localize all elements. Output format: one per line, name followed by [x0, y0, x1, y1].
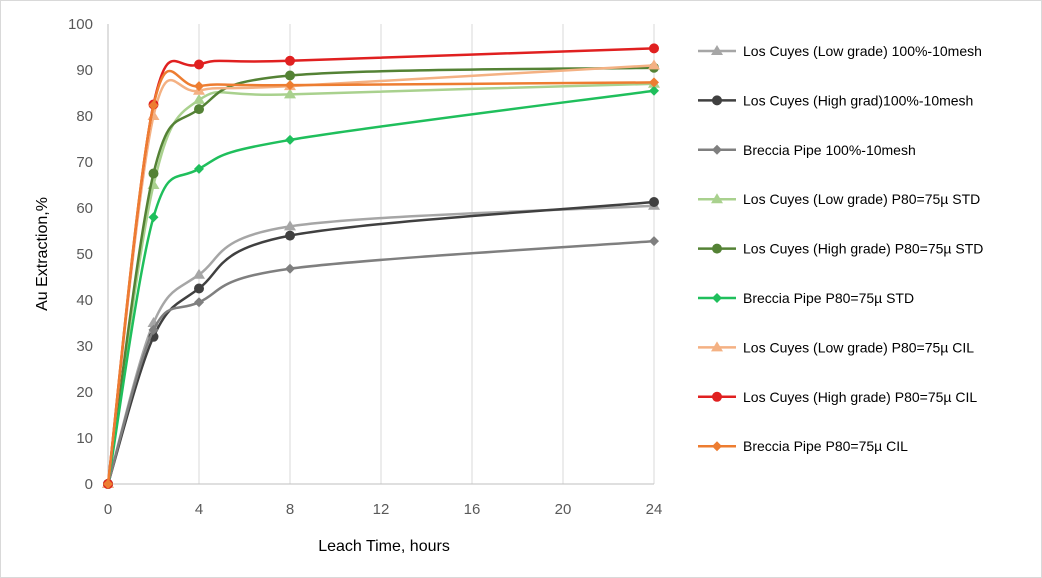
legend-label: Los Cuyes (Low grade) 100%-10mesh [743, 43, 982, 59]
series-line [106, 204, 655, 485]
data-point [147, 110, 160, 120]
y-tick-label: 100 [68, 16, 93, 33]
legend-marker [711, 193, 723, 204]
series-line [106, 89, 655, 485]
data-point [194, 297, 204, 308]
y-tick-label: 10 [76, 430, 93, 447]
data-point [284, 88, 296, 99]
series-9 [103, 69, 659, 489]
legend-label: Los Cuyes (High grade) P80=75µ STD [743, 241, 983, 257]
legend-marker [712, 391, 722, 402]
legend-item: Los Cuyes (Low grade) P80=75µ CIL [698, 339, 974, 355]
y-axis-title: Au Extraction,% [34, 197, 51, 311]
data-point [285, 55, 295, 66]
legend-label: Los Cuyes (High grad)100%-10mesh [743, 92, 973, 108]
data-point [649, 236, 659, 247]
y-tick-label: 20 [76, 384, 93, 401]
data-point [285, 80, 295, 91]
x-tick-label: 0 [104, 501, 112, 518]
legend-label: Breccia Pipe P80=75µ CIL [743, 438, 908, 454]
legend-item: Los Cuyes (High grade) P80=75µ CIL [698, 389, 977, 405]
legend-label: Los Cuyes (Low grade) P80=75µ CIL [743, 339, 974, 355]
legend-item: Los Cuyes (Low grade) P80=75µ STD [698, 191, 980, 207]
y-tick-label: 30 [76, 338, 93, 355]
data-point [649, 85, 659, 96]
x-tick-label: 16 [464, 501, 481, 518]
legend-item: Los Cuyes (High grade) P80=75µ STD [698, 241, 983, 257]
y-tick-label: 60 [76, 200, 93, 217]
data-point [103, 479, 113, 489]
data-point [285, 230, 295, 241]
legend-item: Breccia Pipe P80=75µ STD [698, 290, 914, 306]
y-tick-label: 50 [76, 246, 93, 263]
data-point [194, 283, 204, 294]
data-point [193, 93, 205, 104]
series-line [106, 200, 655, 485]
legend-label: Los Cuyes (Low grade) P80=75µ STD [743, 191, 980, 207]
legend-label: Breccia Pipe P80=75µ STD [743, 290, 914, 306]
data-point [148, 324, 159, 335]
series-line [106, 239, 655, 485]
y-tick-label: 40 [76, 292, 93, 309]
data-point [148, 100, 159, 111]
data-point [194, 104, 204, 115]
y-tick-label: 90 [76, 62, 93, 79]
legend-item: Breccia Pipe P80=75µ CIL [698, 438, 908, 454]
legend-marker [712, 144, 722, 155]
data-point [649, 43, 659, 54]
x-tick-label: 8 [286, 501, 294, 518]
y-tick-label: 80 [76, 108, 93, 125]
data-point [194, 81, 204, 92]
grid-layer [198, 24, 655, 484]
data-point [148, 168, 159, 179]
x-axis-title: Leach Time, hours [318, 538, 450, 555]
legend-marker [711, 341, 723, 352]
x-tick-label: 4 [195, 501, 203, 518]
legend-label: Breccia Pipe 100%-10mesh [743, 142, 916, 158]
axes-layer: 0 10 20 30 40 50 60 70 80 90 100 0 4 8 12 16 20 24 [68, 16, 662, 518]
legend-label: Los Cuyes (High grade) P80=75µ CIL [743, 389, 977, 405]
x-tick-label: 24 [646, 501, 663, 518]
data-point [194, 59, 204, 70]
x-tick-label: 12 [373, 501, 390, 518]
y-tick-label: 70 [76, 154, 93, 171]
x-tick-label: 20 [555, 501, 572, 518]
legend-item: Breccia Pipe 100%-10mesh [698, 142, 916, 158]
data-point [648, 59, 660, 70]
data-point [284, 220, 296, 231]
legend-marker [712, 95, 722, 106]
y-tick-label: 0 [85, 476, 93, 493]
legend-item: Los Cuyes (High grad)100%-10mesh [698, 92, 973, 108]
data-point [649, 197, 659, 208]
data-point [194, 163, 204, 174]
data-point [649, 77, 659, 88]
legend-marker [712, 441, 722, 452]
legend-marker [711, 45, 723, 55]
legend-marker [712, 243, 722, 254]
data-point [285, 70, 295, 81]
series-layer [102, 43, 660, 489]
data-point [148, 212, 159, 223]
legend-item: Los Cuyes (Low grade) 100%-10mesh [698, 43, 982, 59]
data-point [285, 134, 295, 145]
data-point [193, 268, 205, 279]
legend: Los Cuyes (Low grade) 100%-10mesh Los Cuy… [698, 43, 983, 454]
legend-marker [712, 293, 722, 303]
data-point [285, 263, 295, 274]
